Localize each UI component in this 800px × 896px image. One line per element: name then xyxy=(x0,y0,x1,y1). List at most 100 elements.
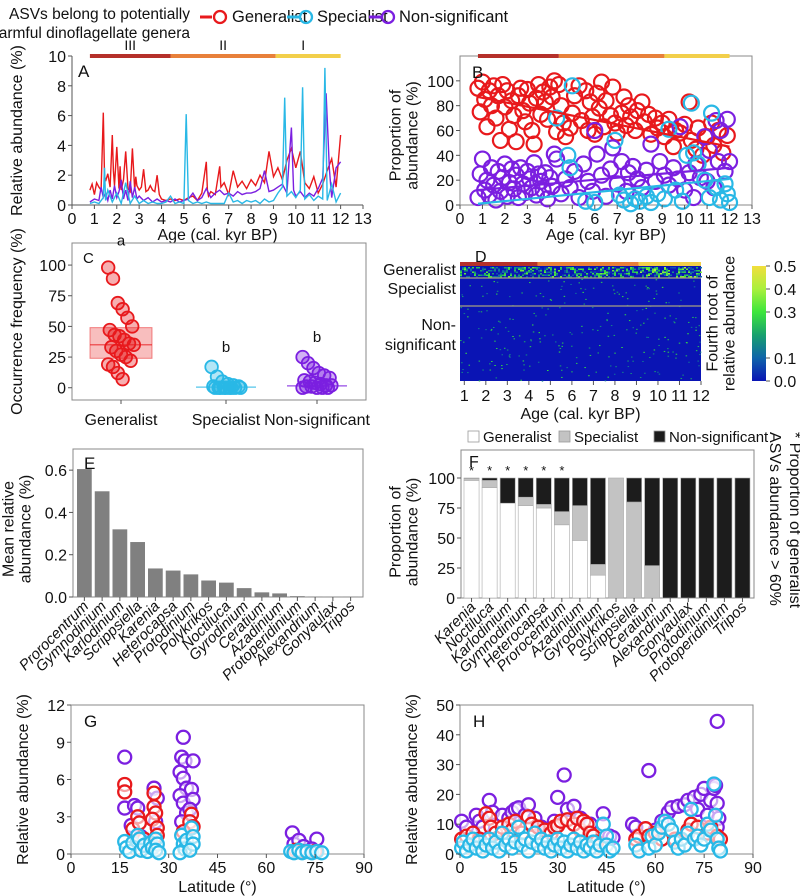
heatmap-cell xyxy=(608,271,610,273)
heatmap-cell xyxy=(688,276,690,278)
heatmap-cell xyxy=(675,357,677,359)
heatmap-cell xyxy=(580,273,582,275)
heatmap-cell xyxy=(496,293,498,295)
x-tick-label: 2 xyxy=(481,388,490,405)
significance-letter: b xyxy=(222,339,230,356)
colorbar-tick-label: 0.1 xyxy=(774,351,796,368)
heatmap-cell xyxy=(482,268,484,270)
data-point-generalist xyxy=(626,121,644,140)
heatmap-cell xyxy=(636,271,638,273)
y-tick-label: 0 xyxy=(57,381,66,398)
heatmap-cell xyxy=(550,270,552,272)
heatmap-cell xyxy=(688,271,690,273)
heatmap-cell xyxy=(462,267,464,269)
heatmap-cell xyxy=(496,267,498,269)
legend-label-specialist: Specialist xyxy=(574,429,639,446)
x-tick-label: 6 xyxy=(590,211,599,228)
heatmap-cell xyxy=(518,335,521,337)
data-point-generalist xyxy=(146,785,162,801)
stacked-bar-specialist xyxy=(535,504,552,509)
stacked-bar-non-significant xyxy=(499,477,516,504)
bar-protoperidinium xyxy=(290,596,305,597)
heatmap-cell xyxy=(696,267,698,269)
heatmap-cell xyxy=(594,271,596,273)
data-point-specialist xyxy=(610,186,629,204)
heatmap-cell xyxy=(655,293,658,295)
heatmap-cell xyxy=(682,267,684,269)
heatmap-cell xyxy=(463,341,465,343)
data-point-non-significant xyxy=(547,150,566,168)
series-line-non-significant xyxy=(89,93,342,204)
data-point-specialist xyxy=(660,120,678,138)
heatmap-cell xyxy=(523,341,526,343)
heatmap-cell xyxy=(643,322,645,324)
heatmap-cell xyxy=(566,267,568,269)
heatmap-cell xyxy=(600,276,602,278)
heatmap-cell xyxy=(469,285,472,287)
colorbar-tick-label: 0.3 xyxy=(774,305,796,322)
y-tick-label: 40 xyxy=(436,728,454,745)
heatmap-cell xyxy=(544,273,546,275)
heatmap-cell xyxy=(626,298,629,300)
heatmap-cell xyxy=(646,276,648,278)
heatmap-cell xyxy=(654,271,656,273)
heatmap-cell xyxy=(524,267,526,269)
y-tick-label: 75 xyxy=(48,289,66,306)
x-tick-label: 15 xyxy=(111,860,129,877)
data-point-non-significant xyxy=(185,753,201,769)
y-axis-label: abundance (%) xyxy=(405,478,422,587)
heatmap-cell xyxy=(658,273,660,275)
heatmap-cell xyxy=(538,267,540,269)
row-group-label: significant xyxy=(385,337,457,354)
heatmap-cell xyxy=(561,285,563,287)
heatmap-cell xyxy=(627,366,630,368)
heatmap-cell xyxy=(597,329,599,331)
heatmap-cell xyxy=(538,276,540,278)
data-point-non-significant xyxy=(604,139,622,157)
heatmap-cell xyxy=(482,270,484,272)
data-point-generalist xyxy=(123,353,138,368)
heatmap-cell xyxy=(566,271,568,273)
heatmap-cell xyxy=(568,267,570,269)
heatmap-cell xyxy=(480,270,482,272)
heatmap-cell xyxy=(646,268,648,270)
heatmap-cell xyxy=(604,270,606,272)
heatmap-cell xyxy=(698,274,700,276)
heatmap-cell xyxy=(529,365,531,367)
heatmap-cell xyxy=(598,273,600,275)
x-tick-label: 3 xyxy=(503,388,512,405)
heatmap-cell xyxy=(639,377,642,379)
heatmap-cell xyxy=(653,298,655,300)
heatmap-cell xyxy=(518,267,520,269)
heatmap-cell xyxy=(490,328,493,330)
heatmap-cell xyxy=(606,273,608,275)
heatmap-cell xyxy=(522,360,525,362)
data-point-non-significant xyxy=(720,152,739,171)
heatmap-cell xyxy=(503,347,506,349)
heatmap-cell xyxy=(500,276,502,278)
data-point-non-significant xyxy=(592,166,611,184)
x-tick-label: 5 xyxy=(179,211,188,228)
heatmap-cell xyxy=(510,276,512,278)
heatmap-cell xyxy=(510,271,512,273)
heatmap-cell xyxy=(641,309,644,311)
heatmap-cell xyxy=(606,271,608,273)
heatmap-cell xyxy=(686,342,688,344)
stacked-bar-generalist xyxy=(463,480,480,599)
heatmap-cell xyxy=(630,373,632,375)
heatmap-cell xyxy=(666,273,668,275)
data-point-generalist xyxy=(664,138,682,156)
heatmap-cell xyxy=(554,268,556,270)
trendline-non-significant xyxy=(477,166,730,192)
heatmap-cell xyxy=(544,267,546,269)
heatmap-cell xyxy=(538,270,540,272)
x-tick-label: Non-significant xyxy=(264,412,370,429)
heatmap-cell xyxy=(496,290,499,292)
heatmap-cell xyxy=(588,375,590,377)
data-point-non-significant xyxy=(320,380,336,395)
heatmap-cell xyxy=(591,307,594,309)
heatmap-cell xyxy=(614,270,616,272)
y-tick-label: 3 xyxy=(56,810,65,827)
heatmap-cell xyxy=(581,279,583,281)
heatmap-cell xyxy=(680,299,682,301)
